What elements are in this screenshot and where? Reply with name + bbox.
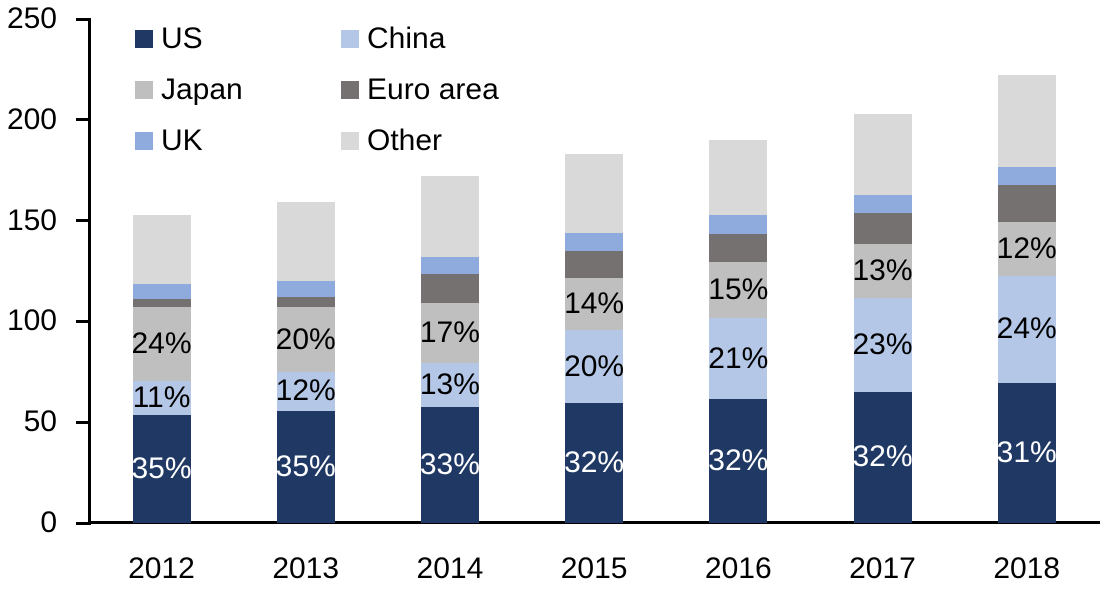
bar-segment-euro-area-2012 xyxy=(132,299,191,308)
y-axis-tick-label: 200 xyxy=(6,102,57,136)
legend-marker-japan xyxy=(135,81,153,99)
bar-segment-euro-area-2018 xyxy=(997,185,1056,222)
bar-segment-us-2015 xyxy=(565,403,624,523)
legend-label-other: Other xyxy=(367,124,443,157)
bar-segment-label-china-2012: 11% xyxy=(132,381,191,414)
bar-segment-label-china-2015: 20% xyxy=(564,349,625,383)
legend-label-us: US xyxy=(161,22,203,55)
bar-segment-euro-area-2013 xyxy=(276,297,335,308)
bar-segment-uk-2013 xyxy=(276,281,335,298)
bar-segment-other-2012 xyxy=(132,214,191,285)
legend-marker-euro-area xyxy=(341,81,359,99)
legend-marker-china xyxy=(341,30,359,48)
bar-segment-china-2017 xyxy=(853,298,912,392)
y-axis-tick xyxy=(76,219,89,223)
bar-segment-china-2013 xyxy=(276,371,335,412)
bar-segment-uk-2017 xyxy=(853,195,912,213)
legend-marker-us xyxy=(135,30,153,48)
bar-segment-china-2014 xyxy=(420,362,479,408)
y-axis-tick-label: 250 xyxy=(6,2,57,35)
bar-segment-japan-2012 xyxy=(132,307,191,381)
bar-segment-label-us-2014: 33% xyxy=(419,448,480,482)
bar-segment-china-2016 xyxy=(709,318,768,399)
bar-segment-japan-2013 xyxy=(276,307,335,372)
bar-segment-uk-2018 xyxy=(997,167,1056,186)
bar-segment-other-2017 xyxy=(853,113,912,196)
bar-segment-label-japan-2017: 13% xyxy=(852,254,913,287)
bar-segment-label-us-2013: 35% xyxy=(275,450,336,484)
bar-segment-japan-2015 xyxy=(565,278,624,331)
y-axis-tick xyxy=(76,118,89,122)
y-axis-tick-label: 50 xyxy=(23,405,57,439)
bar-segment-other-2015 xyxy=(565,154,624,233)
bar-segment-us-2018 xyxy=(997,382,1056,523)
bar-segment-japan-2017 xyxy=(853,243,912,299)
bar-segment-label-china-2014: 13% xyxy=(419,367,480,401)
bar-segment-us-2016 xyxy=(709,399,768,523)
bar-segment-other-2013 xyxy=(276,202,335,282)
y-axis-tick xyxy=(76,17,89,21)
bar-segment-uk-2014 xyxy=(420,256,479,274)
legend-label-japan: Japan xyxy=(161,73,243,106)
bar-segment-japan-2014 xyxy=(420,303,479,363)
bar-segment-us-2012 xyxy=(132,415,191,523)
bar-segment-other-2018 xyxy=(997,75,1056,168)
y-axis-tick-label: 100 xyxy=(6,304,57,338)
bar-segment-china-2012 xyxy=(132,380,191,416)
y-axis-tick-label: 0 xyxy=(40,506,57,539)
x-axis-label-2017: 2017 xyxy=(849,552,916,585)
bar-segment-other-2014 xyxy=(420,176,479,257)
x-axis-label-2013: 2013 xyxy=(272,552,340,585)
bar-segment-euro-area-2016 xyxy=(709,233,768,262)
legend-marker-other xyxy=(341,132,359,150)
y-axis-tick xyxy=(76,319,89,323)
bar-segment-label-japan-2016: 15% xyxy=(708,273,769,307)
bar-segment-label-us-2018: 31% xyxy=(996,435,1057,469)
bar-segment-label-japan-2013: 20% xyxy=(275,322,336,356)
bar-segment-label-china-2018: 24% xyxy=(996,312,1057,346)
legend-label-euro-area: Euro area xyxy=(367,73,499,106)
x-axis-label-2014: 2014 xyxy=(416,552,484,585)
bar-segment-euro-area-2015 xyxy=(565,250,624,279)
bar-segment-label-japan-2014: 17% xyxy=(419,315,480,349)
bar-segment-label-japan-2012: 24% xyxy=(131,327,192,361)
bar-segment-china-2015 xyxy=(565,330,624,404)
x-axis-label-2012: 2012 xyxy=(128,552,195,585)
y-axis-tick xyxy=(76,420,89,424)
x-axis-label-2015: 2015 xyxy=(560,552,628,585)
bar-segment-label-us-2012: 35% xyxy=(131,452,192,486)
bar-segment-euro-area-2014 xyxy=(420,274,479,304)
bar-segment-other-2016 xyxy=(709,139,768,215)
y-axis-tick xyxy=(76,521,89,525)
bar-segment-uk-2012 xyxy=(132,284,191,300)
legend-label-china: China xyxy=(367,22,446,55)
bar-segment-label-us-2017: 32% xyxy=(852,440,913,474)
bar-segment-us-2014 xyxy=(420,407,479,523)
bar-segment-label-us-2015: 32% xyxy=(564,446,625,480)
bar-segment-japan-2018 xyxy=(997,221,1056,277)
bar-segment-uk-2015 xyxy=(565,232,624,251)
bar-segment-uk-2016 xyxy=(709,214,768,234)
bar-segment-japan-2016 xyxy=(709,261,768,319)
y-axis-line xyxy=(88,18,91,525)
bar-segment-us-2013 xyxy=(276,411,335,523)
bar-segment-euro-area-2017 xyxy=(853,212,912,244)
bar-segment-label-china-2016: 21% xyxy=(708,341,769,375)
bar-segment-label-china-2017: 23% xyxy=(852,328,913,362)
bar-segment-label-china-2013: 12% xyxy=(275,374,336,408)
y-axis-tick-label: 150 xyxy=(6,203,57,237)
bar-segment-label-japan-2015: 14% xyxy=(564,287,625,321)
legend-label-uk: UK xyxy=(161,124,203,157)
legend-marker-uk xyxy=(135,132,153,150)
bar-segment-label-japan-2018: 12% xyxy=(996,231,1057,265)
x-axis-label-2018: 2018 xyxy=(993,552,1061,585)
bar-segment-label-us-2016: 32% xyxy=(708,444,769,477)
bar-segment-china-2018 xyxy=(997,276,1056,383)
bar-segment-us-2017 xyxy=(853,391,912,523)
x-axis-label-2016: 2016 xyxy=(704,552,772,585)
